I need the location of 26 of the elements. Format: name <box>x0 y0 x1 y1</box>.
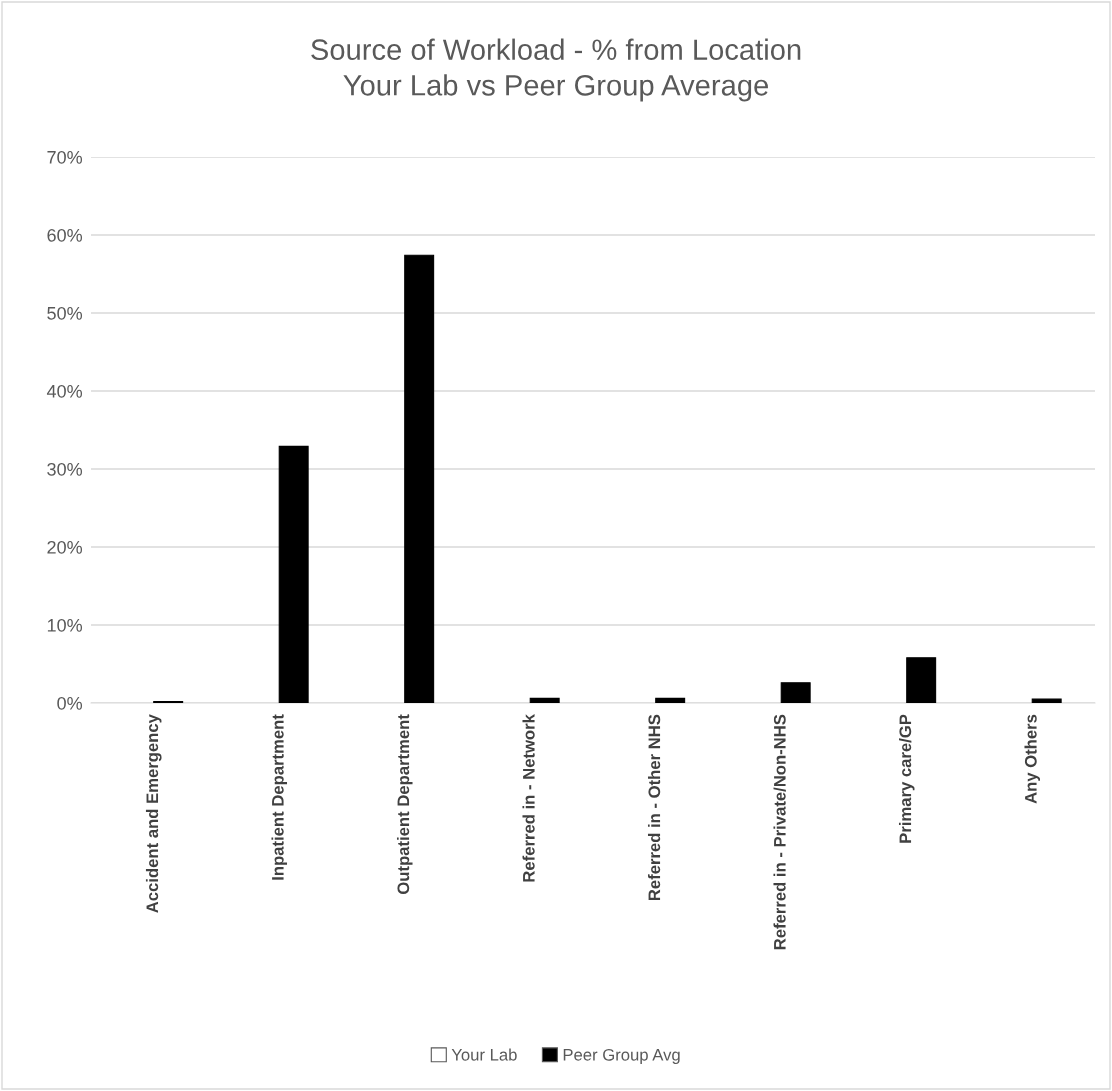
y-tick-label: 20% <box>47 540 83 554</box>
legend-label: Peer Group Avg <box>563 1048 680 1064</box>
y-tick-label: 40% <box>46 384 83 398</box>
x-tick-label: Inpatient Department <box>271 714 288 880</box>
bar <box>404 254 435 703</box>
y-tick-label: 70% <box>47 150 83 164</box>
x-tick-label: Accident and Emergency <box>145 714 162 913</box>
bar <box>1031 698 1062 703</box>
x-tick-label: Outpatient Department <box>396 714 413 894</box>
x-tick-label: Primary care/GP <box>898 714 915 843</box>
x-tick-label: Referred in - Network <box>522 714 535 882</box>
y-tick-label: 50% <box>47 306 83 320</box>
bar <box>529 697 560 703</box>
bar <box>780 682 811 703</box>
y-tick-label: 10% <box>47 618 83 632</box>
y-tick-label: 60% <box>47 228 83 242</box>
x-tick-label: Referred in - Private/Non-NHS <box>773 714 786 950</box>
y-tick-label: 30% <box>47 462 83 476</box>
y-tick-label: 0% <box>57 696 83 710</box>
bar <box>655 697 686 703</box>
x-tick-label: Referred in - Other NHS <box>647 714 661 901</box>
bar <box>906 657 937 703</box>
legend-label: Your Lab <box>451 1048 517 1061</box>
x-tick-label: Any Others <box>1024 714 1041 804</box>
bar <box>278 445 309 703</box>
chart-title: Source of Workload - % from Location Your Lab vs Peer Group Average <box>311 38 801 102</box>
